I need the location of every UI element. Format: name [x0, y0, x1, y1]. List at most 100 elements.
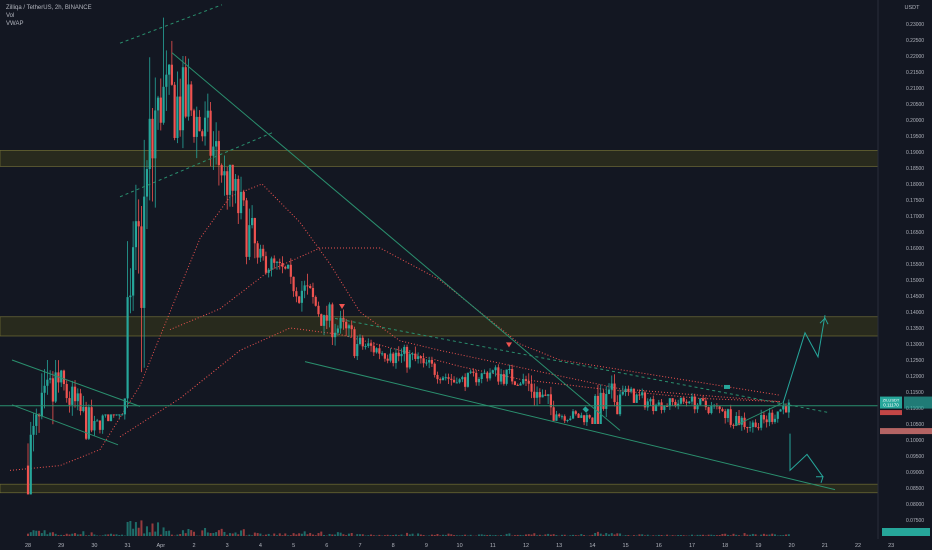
candle-body	[535, 392, 539, 398]
volume-bar	[289, 535, 292, 536]
volume-bar	[605, 533, 608, 536]
vwap-band-upper	[169, 247, 781, 396]
vwap-indicator-label[interactable]: VWAP	[6, 21, 24, 27]
price-tick-label: 0.12000	[906, 374, 924, 380]
volume-bar	[74, 533, 77, 536]
volume-bar	[572, 534, 575, 536]
volume-bar	[732, 533, 735, 536]
volume-bar	[641, 534, 644, 536]
volume-bar	[110, 533, 112, 536]
volume-bar	[619, 533, 622, 536]
volume-bar	[417, 533, 420, 536]
volume-bar	[787, 534, 790, 536]
volume-bar	[62, 535, 65, 536]
time-tick-label: 17	[689, 543, 695, 549]
price-tick-label: 0.09500	[906, 454, 924, 460]
volume-bar	[281, 535, 284, 536]
candle-body	[464, 377, 467, 387]
candle-body	[347, 325, 351, 329]
time-tick-label: 30	[91, 543, 97, 549]
volume-bar	[328, 533, 331, 536]
candle-body	[726, 409, 730, 419]
volume-bar	[677, 535, 680, 536]
volume-bar	[90, 532, 93, 536]
price-tick-label: 0.18500	[906, 166, 924, 172]
time-tick-label: 15	[623, 543, 629, 549]
time-tick-label: 23	[888, 543, 894, 549]
volume-bar	[608, 534, 610, 536]
candle-body	[168, 64, 171, 75]
candle-body	[403, 346, 406, 354]
candle-body	[239, 191, 243, 214]
volume-bar	[29, 532, 32, 536]
time-tick-label: 11	[490, 543, 496, 549]
candle-body	[378, 348, 381, 354]
volume-bar	[206, 532, 209, 536]
candle-body	[96, 420, 99, 422]
support-resistance-zone	[0, 483, 879, 494]
time-tick-label: 3	[226, 543, 229, 549]
candle-body	[328, 304, 331, 321]
support-resistance-zone	[0, 150, 879, 167]
volume-bar	[121, 534, 124, 536]
down-arrow-marker	[506, 342, 512, 348]
volume-bar	[361, 534, 364, 536]
candle-body	[654, 404, 658, 412]
volume-bar	[40, 533, 43, 536]
price-tick-label: 0.08000	[906, 502, 924, 508]
price-tick-label: 0.07500	[906, 518, 924, 524]
volume-bar	[140, 520, 143, 536]
time-tick-label: 8	[392, 543, 395, 549]
volume-bar	[682, 535, 685, 536]
volume-bar	[60, 534, 63, 536]
volume-bar	[43, 530, 46, 536]
candle-body	[179, 96, 182, 131]
volume-bar	[168, 530, 171, 536]
time-scale-panel	[0, 539, 932, 550]
candle-body	[322, 315, 326, 326]
candle-body	[469, 371, 472, 373]
candle-body	[151, 118, 154, 159]
candle-body	[577, 413, 580, 418]
candle-body	[668, 398, 671, 407]
candle-body	[646, 401, 649, 408]
candle-body	[652, 399, 655, 412]
candle-body	[309, 285, 312, 289]
candle-body	[430, 360, 434, 364]
candle-body	[483, 372, 486, 374]
volume-bar	[433, 534, 436, 536]
volume-bar	[170, 534, 173, 536]
volume-bar	[162, 527, 165, 536]
volume-indicator-label[interactable]: Vol	[6, 13, 15, 19]
volume-bar	[334, 534, 337, 536]
volume-bar	[372, 535, 375, 536]
volume-bar	[657, 534, 660, 536]
projection-down-arrowhead	[816, 476, 824, 483]
candle-body	[757, 427, 760, 429]
candle-body	[452, 379, 456, 383]
candle-body	[248, 225, 251, 257]
candle-body	[519, 383, 522, 386]
candle-body	[107, 414, 110, 422]
volume-bar	[408, 534, 411, 536]
price-tick-label: 0.20000	[906, 118, 924, 124]
volume-bar	[190, 530, 193, 536]
volume-bar	[746, 534, 749, 536]
candle-body	[549, 394, 552, 408]
candle-body	[414, 353, 417, 359]
trendline-channel-top	[119, 4, 223, 44]
volume-bar	[215, 532, 218, 536]
candle-body	[690, 396, 694, 402]
volume-bar	[627, 535, 630, 536]
volume-bar	[666, 534, 669, 536]
volume-bar	[339, 532, 342, 536]
volume-bar	[176, 534, 179, 536]
candle-body	[123, 398, 126, 415]
candle-body	[51, 378, 54, 402]
candle-body	[450, 378, 453, 380]
trendline-main-descending	[171, 52, 621, 431]
candle-body	[375, 348, 378, 353]
volume-bar	[569, 535, 572, 536]
